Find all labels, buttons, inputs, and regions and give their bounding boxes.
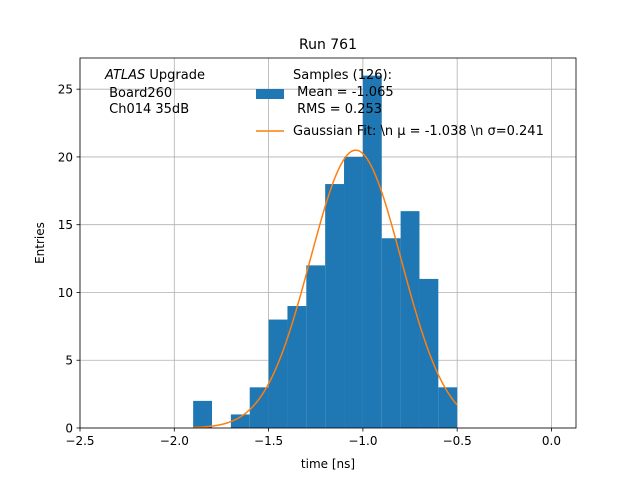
annotation-line-1: ATLAS Upgrade (104, 68, 205, 83)
x-tick-label: −1.5 (254, 434, 283, 448)
annotation-upgrade: Upgrade (145, 68, 205, 83)
x-tick-label: −0.5 (443, 434, 472, 448)
legend-histogram-label: Samples (126): (293, 68, 392, 83)
y-tick-label: 25 (58, 83, 73, 97)
legend-histogram-swatch (256, 89, 284, 99)
histogram-bar (381, 238, 401, 428)
y-tick-label: 5 (65, 354, 73, 368)
histogram-bar (249, 387, 269, 428)
atlas-annotation: ATLAS Upgrade Board260 Ch014 35dB (104, 68, 205, 117)
x-tick-label: 0.0 (542, 434, 561, 448)
y-tick-label: 10 (58, 286, 73, 300)
histogram-bar (193, 400, 213, 428)
fit-curve (193, 149, 458, 429)
histogram-bar (287, 306, 307, 428)
x-tick-label: −1.0 (348, 434, 377, 448)
histogram-bar (268, 319, 288, 428)
annotation-atlas: ATLAS (104, 68, 145, 83)
x-tick-label: −2.5 (65, 434, 94, 448)
y-tick-label: 15 (58, 218, 73, 232)
histogram-bar (306, 265, 326, 428)
histogram-bar (230, 414, 250, 428)
histogram-bar (325, 184, 345, 428)
y-tick-label: 20 (58, 150, 73, 164)
histogram-bar (362, 75, 382, 428)
y-axis-label: Entries (33, 222, 47, 264)
annotation-line-2: Board260 (105, 86, 172, 101)
histogram-bar (400, 211, 420, 428)
histogram-bar (344, 156, 363, 428)
y-tick-label: 0 (65, 422, 73, 436)
legend-fit-label: Gaussian Fit: \n μ = -1.038 \n σ=0.241 (293, 124, 544, 139)
legend: Samples (126): Mean = -1.065 RMS = 0.253… (256, 68, 544, 139)
chart-title: Run 761 (299, 37, 357, 53)
axis-ticks: −2.5 −2.0 −1.5 −1.0 −0.5 0.0 0 5 10 15 20 25 (58, 83, 561, 448)
gaussian-fit (193, 149, 458, 429)
annotation-line-3: Ch014 35dB (105, 102, 189, 117)
legend-histogram-label: Mean = -1.065 (293, 85, 394, 100)
legend-histogram-label: RMS = 0.253 (293, 102, 382, 117)
axes-frame (79, 57, 577, 429)
x-tick-label: −2.0 (160, 434, 189, 448)
histogram-bar (438, 387, 458, 428)
x-axis-label: time [ns] (301, 457, 355, 471)
